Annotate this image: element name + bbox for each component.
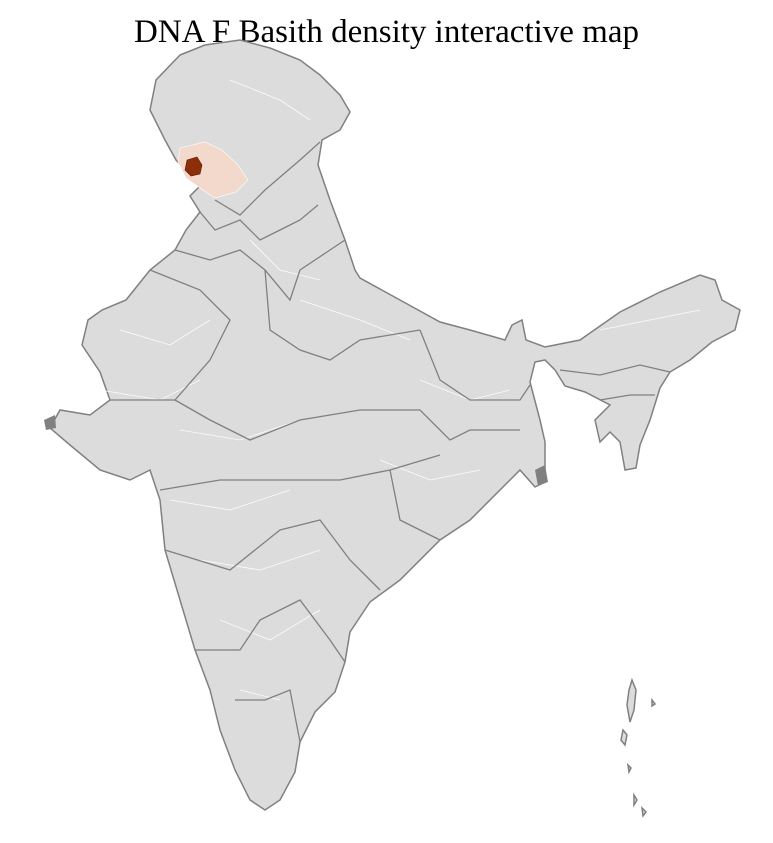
state-borders [110, 141, 671, 743]
kutch-coast [44, 415, 56, 430]
andaman-nicobar-islands[interactable] [620, 677, 657, 818]
india-outline[interactable] [49, 39, 741, 811]
sundarbans-coast [535, 465, 548, 486]
india-mainland[interactable] [44, 39, 741, 811]
region-low-density[interactable] [177, 141, 249, 199]
region-high-density[interactable] [184, 156, 203, 177]
